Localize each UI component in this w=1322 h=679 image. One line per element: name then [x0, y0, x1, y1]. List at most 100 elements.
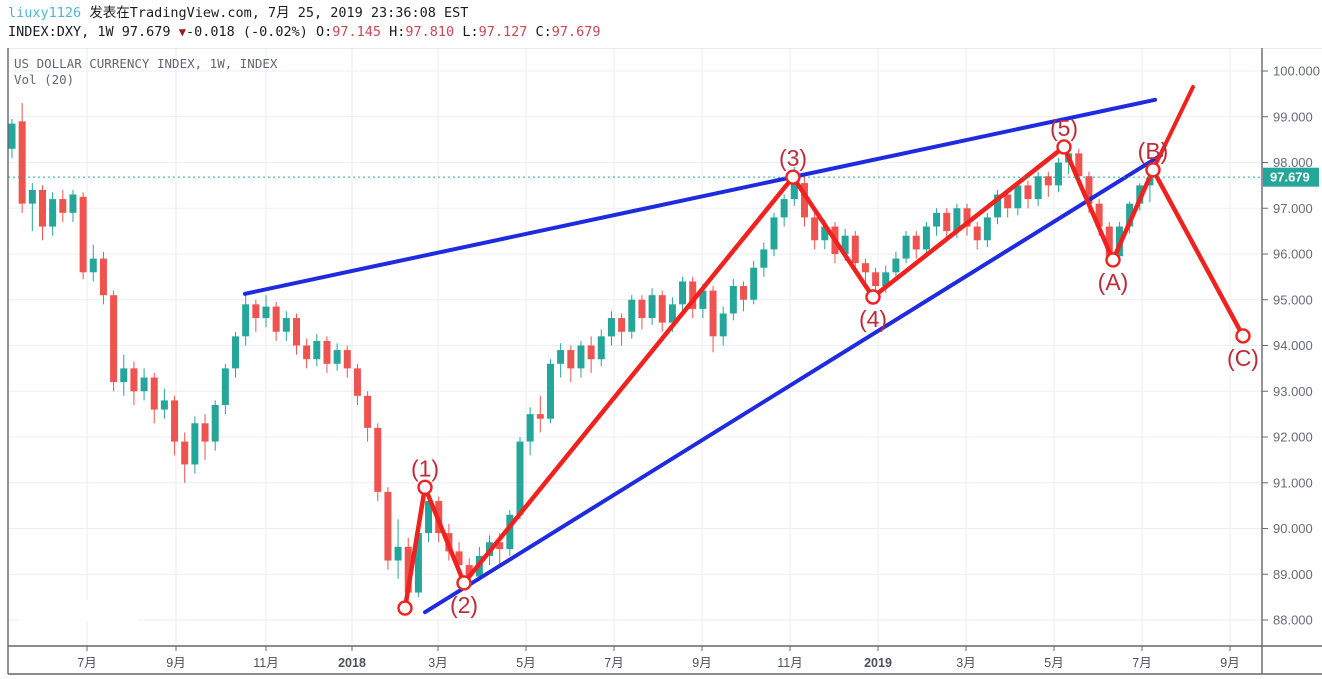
candle-body — [8, 123, 16, 149]
candle-body — [130, 368, 138, 392]
wave-label-2: (2) — [450, 592, 478, 618]
candle-body — [364, 395, 372, 428]
candle-body — [546, 363, 554, 419]
candle-body — [140, 377, 148, 392]
price-axis-label: 92.000 — [1273, 430, 1313, 445]
candle-body — [1095, 203, 1103, 227]
wave-pivot-circle — [456, 575, 472, 591]
candle-body — [780, 199, 788, 218]
candle-body — [658, 295, 666, 323]
candle-body — [343, 350, 351, 369]
posted-text: 发表在TradingView.com, 7月 25, 2019 23:36:08… — [81, 5, 469, 21]
candle-body — [1085, 176, 1093, 204]
candle-body — [414, 533, 422, 593]
time-axis-label: 9月 — [166, 656, 185, 670]
post-header: liuxy1126 发表在TradingView.com, 7月 25, 201… — [8, 4, 1318, 42]
symbol-status-line: INDEX:DXY, 1W 97.679 ▼-0.018 (-0.02%) O:… — [8, 23, 1318, 42]
candle-body — [557, 350, 565, 364]
time-axis-label: 9月 — [692, 656, 711, 670]
candle-body — [79, 196, 87, 273]
wave-label-3: (3) — [779, 145, 807, 171]
low-value: 97.127 — [478, 24, 528, 40]
candle-body — [597, 336, 605, 360]
wave-label-B: (B) — [1138, 138, 1169, 164]
candle-body — [171, 400, 179, 442]
candle-body — [567, 350, 575, 369]
candle-body — [89, 258, 97, 273]
candle-body — [120, 368, 128, 383]
candle-body — [536, 414, 544, 419]
time-axis-label: 9月 — [1220, 656, 1239, 670]
down-arrow-icon: ▼ — [178, 25, 186, 39]
candle-body — [18, 121, 26, 204]
candle-body — [242, 304, 250, 337]
time-axis-label: 7月 — [1132, 656, 1151, 670]
chart-canvas: (1) (2) (3) (4) (5) (A) (B) (C) 100.000 99.000 98.… — [7, 48, 1322, 675]
time-axis-label: 5月 — [516, 656, 535, 670]
candle-body — [516, 441, 524, 515]
last-price-text: 97.679 — [121, 24, 179, 40]
time-axis-label: 2018 — [338, 656, 366, 670]
time-axis-label: 3月 — [956, 656, 975, 670]
high-label: H: — [381, 24, 406, 40]
candle-body — [648, 295, 656, 319]
candle-body — [770, 217, 778, 250]
candle-body — [607, 318, 615, 337]
candle-body — [943, 212, 951, 232]
price-axis-label: 91.000 — [1273, 475, 1313, 490]
wave-label-4: (4) — [859, 306, 887, 332]
candle-body — [689, 281, 697, 309]
candle-body — [973, 226, 981, 241]
watermark-blank — [428, 599, 550, 619]
candle-body — [191, 423, 199, 465]
candle-body — [59, 199, 67, 213]
candle-body — [465, 565, 473, 577]
time-axis-label: 7月 — [604, 656, 623, 670]
open-label: O: — [315, 24, 333, 40]
candle-body — [292, 318, 300, 346]
low-label: L: — [454, 24, 479, 40]
candle-body — [28, 189, 36, 204]
candle-body — [719, 313, 727, 337]
price-axis-label: 97.000 — [1273, 201, 1313, 216]
time-axis-label: 7月 — [77, 656, 96, 670]
watermark-blank — [12, 600, 144, 621]
candle-body — [313, 340, 321, 360]
price-axis-label: 89.000 — [1273, 567, 1313, 582]
username-link[interactable]: liuxy1126 — [8, 5, 82, 21]
candle-body — [455, 551, 463, 566]
open-value: 97.145 — [332, 24, 382, 40]
candle-body — [394, 546, 402, 561]
candle-body — [821, 226, 829, 241]
candle-body — [729, 286, 737, 314]
candle-body — [740, 286, 748, 300]
wave-pivot-circle — [785, 169, 801, 185]
price-axis-label: 96.000 — [1273, 247, 1313, 262]
candle-body — [38, 189, 46, 227]
candle-body — [922, 226, 930, 250]
candle-body — [374, 427, 382, 492]
wave-label-5: (5) — [1050, 115, 1078, 141]
candle-body — [99, 258, 107, 296]
candle-body — [323, 340, 331, 364]
wave-label-C: (C) — [1227, 345, 1259, 371]
candle-body — [709, 290, 717, 337]
price-axis-label: 93.000 — [1273, 384, 1313, 399]
chart-legend: US DOLLAR CURRENCY INDEX, 1W, INDEX Vol … — [14, 56, 277, 88]
candle-body — [841, 235, 849, 254]
candle-body — [181, 441, 189, 465]
price-axis-label: 100.000 — [1273, 64, 1320, 79]
candle-body — [679, 281, 687, 305]
candle-body — [211, 404, 219, 442]
candle-body — [811, 217, 819, 241]
candle-body — [1054, 162, 1062, 186]
candle-body — [303, 345, 311, 360]
elliott-wave-line — [402, 144, 1246, 611]
candle-body — [872, 272, 880, 287]
candle-body — [1105, 226, 1113, 257]
candle-body — [506, 514, 514, 550]
candle-body — [333, 350, 341, 364]
candle-body — [160, 400, 168, 410]
volume-indicator-label: Vol (20) — [14, 72, 75, 87]
